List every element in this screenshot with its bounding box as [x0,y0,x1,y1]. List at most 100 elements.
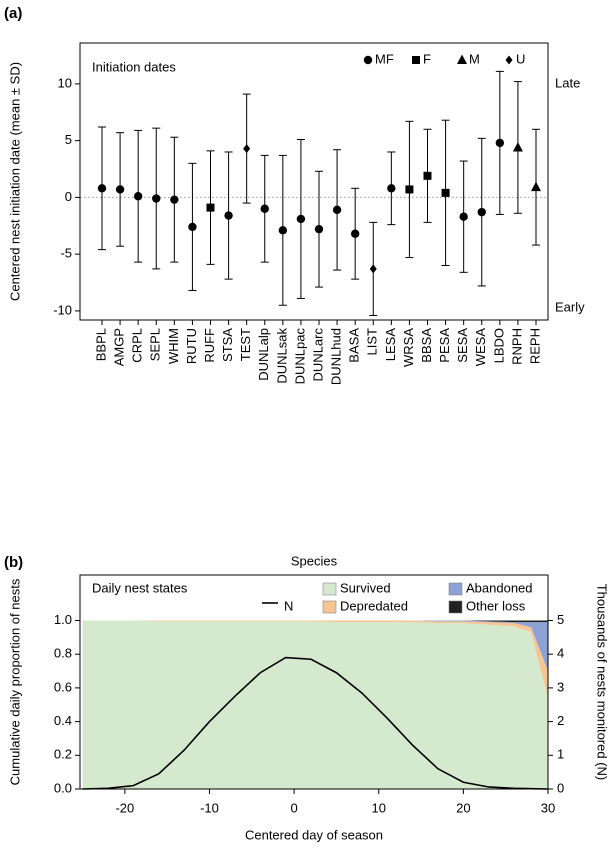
y-tick-label: 0.4 [54,713,72,728]
y-axis-label: Cumulative daily proportion of nests [7,578,22,785]
legend-marker [363,55,373,65]
legend-marker [457,54,467,64]
legend-marker [505,55,513,65]
point [332,205,342,215]
y2-tick-label: 1 [557,747,564,762]
point [495,138,505,148]
x-tick-label: STSA [220,328,235,362]
y-tick-label: -10 [53,302,72,317]
point [423,171,432,180]
legend-label: Depredated [340,598,408,613]
y2-tick-label: 4 [557,646,564,661]
y-tick-label: 0.0 [54,780,72,795]
y-tick-label: 0 [65,189,72,204]
x-tick-label: RUTU [184,328,199,364]
y-tick-label: 10 [58,75,72,90]
point [369,264,377,274]
x-tick-label: BBSA [419,328,434,363]
point [243,144,251,154]
x-tick-label: RUFF [202,328,217,363]
x-tick-label: RNPH [509,328,524,365]
point [459,212,468,221]
plot-frame [79,42,549,321]
legend-swatch [448,582,463,596]
x-tick-label: AMGP [112,328,127,366]
y2-tick-label: 5 [557,612,564,627]
legend-label: Other loss [466,598,526,613]
point [115,185,125,194]
x-tick-label: CRPL [130,328,145,363]
x-tick-label: SESA [455,328,470,363]
x-axis-label: Species [291,553,338,568]
plot-frame [79,574,549,790]
point [350,229,360,238]
legend-label: Abandoned [466,580,533,595]
point [314,224,324,234]
point [477,207,486,217]
x-tick-label: 30 [541,800,555,815]
x-tick-label: DUNLsak [274,328,289,384]
point [188,222,197,232]
point [206,203,215,212]
legend-label: F [423,51,431,66]
legend-label: U [516,51,525,66]
legend-swatch [448,600,463,614]
point [405,185,414,194]
y2-tick-label: 0 [557,780,564,795]
point [441,188,450,197]
y-tick-label: 1.0 [54,612,72,627]
x-tick-label: PESA [437,328,452,363]
y-axis-label: Centered nest initiation date (mean ± SD… [7,62,22,301]
area [82,620,548,789]
panel-label: (a) [4,5,22,22]
chart-title: Initiation dates [92,59,176,74]
legend-label: Survived [340,580,391,595]
y-tick-label: 0.8 [54,646,72,661]
x-tick-label: DUNLhud [329,328,344,385]
x-tick-label: 20 [456,800,470,815]
x-tick-label: -10 [200,800,219,815]
legend-swatch [322,600,337,614]
y2-axis-label: Thousands of nests monitored (N) [595,584,610,781]
x-tick-label: BASA [347,328,362,363]
point [152,194,161,203]
y-tick-label: -5 [60,246,72,261]
x-tick-label: 10 [372,800,386,815]
annotation: Late [555,75,580,90]
point [512,141,523,152]
x-tick-label: DUNLalp [256,328,271,381]
x-tick-label: DUNLarc [310,328,325,382]
point [531,181,541,192]
legend-title: Daily nest states [92,580,188,595]
x-tick-label: BBPL [93,328,108,361]
line [82,656,549,790]
point [170,195,179,204]
legend-label: MF [375,51,394,66]
y2-tick-label: 2 [557,713,564,728]
point [296,214,306,224]
x-tick-label: SEPL [148,328,163,361]
x-tick-label: WHIM [166,328,181,364]
point [133,192,143,201]
legend-swatch [322,582,337,596]
area [82,620,548,623]
point [224,211,233,220]
x-tick-label: TEST [238,328,253,361]
panel-label: (b) [4,554,23,571]
x-tick-label: LESA [383,328,398,362]
x-tick-label: 0 [290,800,297,815]
x-tick-label: DUNLpac [292,328,307,385]
x-tick-label: LBDO [491,328,506,363]
y-tick-label: 0.2 [54,747,72,762]
point [387,184,396,193]
x-tick-label: WRSA [401,328,416,367]
x-tick-label: WESA [473,328,488,367]
legend-label: N [284,598,293,613]
x-tick-label: REPH [527,328,542,364]
point [97,184,107,193]
annotation: Early [555,299,585,314]
point [278,226,288,235]
x-tick-label: LIST [365,328,380,356]
